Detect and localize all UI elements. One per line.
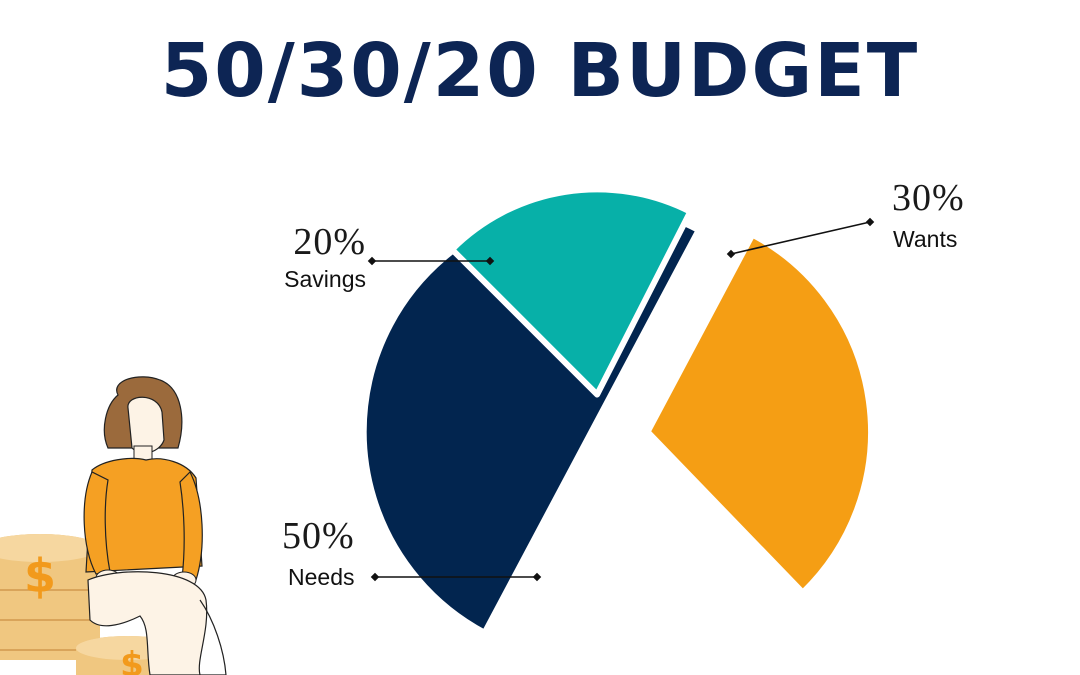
percent-label-savings: 20% (293, 221, 366, 263)
leader-marker-savings (485, 256, 495, 266)
category-label-needs: Needs (288, 564, 354, 590)
leader-marker-wants (865, 217, 875, 227)
leader-marker-needs (532, 572, 542, 582)
leader-marker-savings (367, 256, 377, 266)
woman-figure-illustration (83, 376, 227, 675)
category-label-savings: Savings (284, 266, 366, 292)
pie-slice-wants (644, 231, 874, 596)
chart-title: 50/30/20 BUDGET (160, 28, 920, 114)
pie-slice-savings (449, 186, 694, 398)
leader-line-wants (730, 221, 871, 255)
leader-marker-needs (370, 572, 380, 582)
slice-labels: 50% Needs 30% Wants 20% Savings (282, 177, 965, 590)
pie-slices (360, 186, 874, 636)
category-label-wants: Wants (893, 226, 957, 252)
dollar-sign-icon: $ (24, 549, 56, 603)
percent-label-needs: 50% (282, 515, 355, 557)
leader-marker-wants (726, 249, 736, 259)
percent-label-wants: 30% (892, 177, 965, 219)
dollar-sign-icon: $ (120, 645, 144, 675)
